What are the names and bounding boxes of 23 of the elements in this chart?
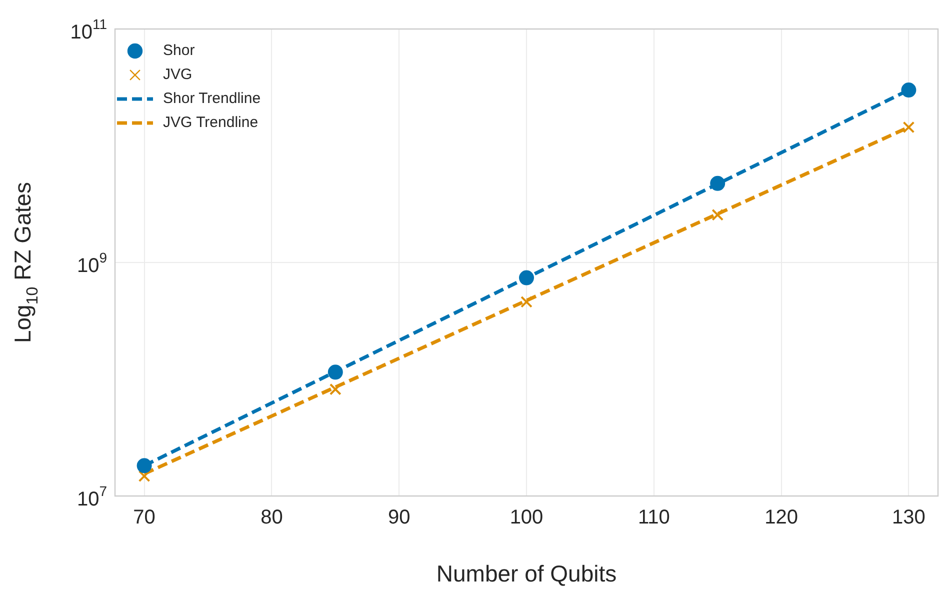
x-tick-label: 100 xyxy=(510,506,544,529)
point xyxy=(136,458,152,474)
x-tick-label: 80 xyxy=(260,506,283,529)
y-axis-title: Log10 RZ Gates xyxy=(9,182,42,344)
point xyxy=(519,270,534,286)
point xyxy=(901,82,916,98)
x-tick-label: 90 xyxy=(388,506,410,529)
point xyxy=(328,364,343,380)
x-tick-label: 120 xyxy=(764,506,798,529)
point xyxy=(138,470,150,482)
point xyxy=(329,383,342,396)
x-tick-label: 110 xyxy=(638,506,670,529)
legend-label: Shor Trendline xyxy=(163,90,261,108)
legend-label: JVG Trendline xyxy=(163,114,258,132)
legend-label: JVG xyxy=(163,66,192,84)
x-tick-label: 130 xyxy=(892,506,926,529)
legend-label: Shor xyxy=(163,42,195,60)
x-axis-title: Number of Qubits xyxy=(436,560,617,586)
x-tick-label: 70 xyxy=(133,506,156,529)
point xyxy=(712,208,724,221)
point xyxy=(902,121,915,134)
point xyxy=(520,296,532,308)
point xyxy=(710,176,726,191)
